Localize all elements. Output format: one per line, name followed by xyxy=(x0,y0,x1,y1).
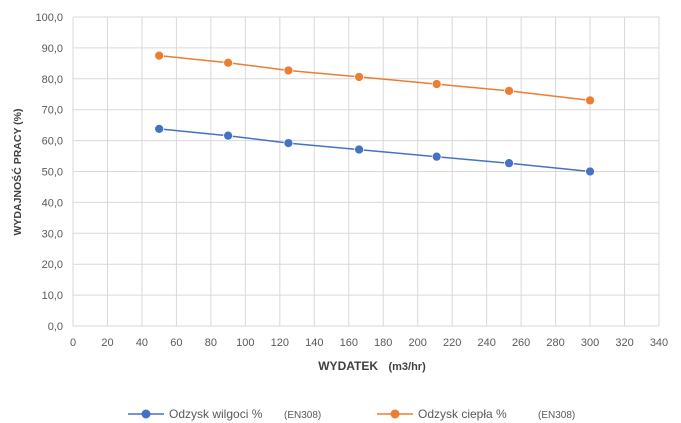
x-tick-label: 260 xyxy=(512,337,530,349)
legend-label: Odzysk wilgoci % xyxy=(169,407,263,421)
y-axis-ticks: 0,0 10,0 20,0 30,0 40,0 50,0 60,0 70,0 80,0 90,0 1… xyxy=(35,12,63,333)
data-point xyxy=(154,50,165,61)
legend-label: Odzysk ciepła % xyxy=(418,407,507,421)
data-point xyxy=(154,123,165,134)
y-tick-label: 30,0 xyxy=(42,228,63,240)
data-point xyxy=(431,79,442,89)
legend-swatch-marker xyxy=(141,409,151,419)
x-tick-label: 40 xyxy=(136,337,148,349)
x-tick-label: 320 xyxy=(615,337,633,349)
y-tick-label: 60,0 xyxy=(42,136,63,148)
y-tick-label: 10,0 xyxy=(42,290,63,302)
x-tick-label: 60 xyxy=(170,337,182,349)
data-point xyxy=(431,151,442,162)
x-axis-title-main: WYDATEK xyxy=(318,359,378,373)
y-tick-label: 80,0 xyxy=(42,74,63,86)
x-tick-label: 160 xyxy=(340,337,358,349)
grid xyxy=(72,16,660,327)
x-axis-ticks: 0 20 40 60 80 100 120 140 160 180 200 220 240 260 280 3… xyxy=(70,337,668,349)
x-tick-label: 300 xyxy=(581,337,599,349)
data-point xyxy=(223,57,233,68)
data-point xyxy=(283,138,294,148)
x-axis-title: WYDATEK (m3/hr) xyxy=(318,357,426,374)
x-tick-label: 280 xyxy=(546,337,564,349)
data-point xyxy=(354,72,364,82)
legend-item-1: Odzysk wilgoci % (EN308) xyxy=(128,407,321,421)
x-tick-label: 120 xyxy=(271,337,289,349)
legend-note: (EN308) xyxy=(284,410,321,421)
series-layer xyxy=(154,50,595,177)
x-tick-label: 140 xyxy=(305,337,323,349)
legend-swatch-marker xyxy=(390,409,400,419)
x-tick-label: 100 xyxy=(236,337,254,349)
y-tick-label: 40,0 xyxy=(42,197,63,209)
data-point xyxy=(585,95,595,106)
legend: Odzysk wilgoci % (EN308) Odzysk ciepła % (E… xyxy=(128,407,575,421)
x-tick-label: 340 xyxy=(650,337,668,349)
series-1 xyxy=(154,123,595,177)
y-tick-label: 20,0 xyxy=(42,259,63,271)
x-tick-label: 20 xyxy=(101,337,113,349)
y-tick-label: 50,0 xyxy=(42,167,63,179)
x-tick-label: 220 xyxy=(443,337,461,349)
y-tick-label: 90,0 xyxy=(42,43,63,55)
x-axis-title-unit: (m3/hr) xyxy=(388,361,426,373)
legend-item-2: Odzysk ciepła % (EN308) xyxy=(377,407,575,421)
y-tick-label: 70,0 xyxy=(42,105,63,117)
x-tick-label: 80 xyxy=(205,337,217,349)
data-point xyxy=(585,166,595,177)
data-point xyxy=(354,144,364,155)
x-tick-label: 240 xyxy=(477,337,495,349)
data-point xyxy=(504,158,514,169)
x-tick-label: 200 xyxy=(409,337,427,349)
data-point xyxy=(504,85,514,96)
series-2 xyxy=(154,50,595,106)
data-point xyxy=(283,65,294,76)
legend-note: (EN308) xyxy=(538,410,575,421)
y-tick-label: 100,0 xyxy=(35,12,63,24)
x-tick-label: 0 xyxy=(70,337,76,349)
x-tick-label: 180 xyxy=(374,337,392,349)
data-point xyxy=(223,130,233,141)
y-tick-label: 0,0 xyxy=(48,321,63,333)
y-axis-title: WYDAJNOŚĆ PRACY (%) xyxy=(11,109,24,236)
